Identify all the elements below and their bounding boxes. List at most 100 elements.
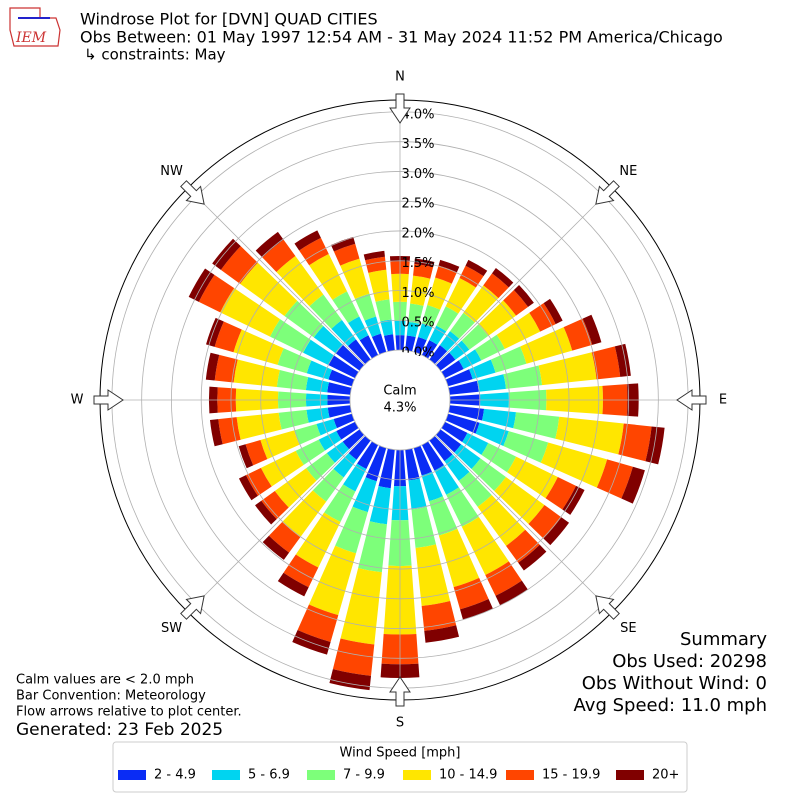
wind-bar	[435, 352, 456, 371]
summary-line: Obs Without Wind: 0	[582, 673, 767, 694]
wind-bar	[261, 490, 289, 520]
x-tick-label: E	[719, 393, 727, 408]
flow-arrow	[595, 180, 620, 205]
wind-bar	[459, 265, 484, 288]
wind-bar	[448, 405, 485, 421]
wind-bar	[421, 441, 444, 471]
y-tick-label: 2.0%	[401, 226, 434, 241]
wind-bar	[342, 429, 365, 450]
wind-bar	[439, 331, 460, 352]
wind-bar	[335, 345, 365, 371]
constraints: ↳ constraints: May	[84, 46, 226, 64]
wind-bar	[645, 426, 665, 465]
wind-bar	[418, 323, 433, 341]
wind-bar	[618, 423, 652, 462]
x-tick-label: W	[71, 393, 84, 408]
wind-bar	[283, 554, 319, 588]
calm-circle	[352, 352, 448, 448]
grid-spoke	[435, 435, 613, 613]
wind-bar	[327, 405, 352, 418]
wind-bar	[331, 320, 356, 347]
wind-bar	[454, 444, 481, 470]
legend-label: 15 - 19.9	[542, 768, 600, 783]
wind-bar	[540, 442, 608, 488]
wind-bar	[205, 352, 220, 381]
summary-line: Obs Used: 20298	[612, 651, 767, 672]
wind-bar	[429, 496, 458, 536]
wind-bar	[324, 484, 356, 522]
wind-bar	[435, 429, 462, 453]
wind-bar	[438, 259, 460, 273]
wind-bar	[240, 262, 298, 317]
wind-bar	[188, 268, 215, 302]
wind-bar	[214, 321, 242, 353]
wind-bar	[421, 340, 438, 359]
wind-bar	[371, 333, 387, 355]
wind-bar	[274, 468, 317, 508]
wind-bar	[445, 369, 473, 387]
grid-spoke	[187, 435, 365, 613]
flow-arrow	[389, 676, 411, 707]
legend-swatch	[616, 770, 644, 780]
wind-bar	[478, 300, 517, 336]
wind-bar	[476, 374, 506, 392]
wind-bar	[490, 346, 527, 373]
wind-bar	[309, 253, 348, 300]
wind-bar	[375, 299, 392, 322]
x-tick-label: NW	[160, 164, 183, 179]
wind-bar	[331, 236, 356, 252]
wind-bar	[411, 506, 437, 548]
wind-bar	[441, 421, 468, 442]
summary-line: Summary	[680, 629, 767, 650]
wind-bar	[348, 435, 371, 460]
calm-value: 4.3%	[383, 401, 416, 416]
y-tick-label: 2.5%	[401, 197, 434, 212]
legend-label: 2 - 4.9	[154, 768, 196, 783]
wind-bar	[453, 577, 489, 610]
wind-bar	[463, 285, 499, 323]
wind-bar	[449, 340, 470, 360]
wind-bar	[255, 500, 277, 525]
wind-bar	[413, 337, 427, 355]
legend-box	[112, 741, 688, 793]
wind-bar	[365, 445, 387, 482]
wind-bar	[413, 263, 434, 279]
wind-bar	[481, 443, 517, 473]
wind-bar	[408, 303, 424, 324]
wind-bar	[555, 416, 624, 455]
x-tick-label: S	[396, 716, 404, 731]
generated: Generated: 23 Feb 2025	[16, 720, 223, 740]
wind-bar	[260, 450, 304, 487]
wind-bar	[446, 487, 479, 527]
wind-bar	[406, 321, 420, 338]
plot-area: 0.0%0.5%1.0%1.5%2.0%2.5%3.0%3.5%4.0%NNEE…	[71, 70, 728, 731]
wind-bar	[582, 314, 602, 345]
note: Flow arrows relative to plot center.	[16, 705, 242, 720]
wind-bar	[429, 345, 448, 365]
wind-bar	[545, 476, 577, 510]
wind-bar	[458, 349, 482, 369]
wind-bar	[278, 409, 309, 430]
legend-swatch	[307, 770, 335, 780]
grid-spoke	[187, 187, 365, 365]
wind-bar	[329, 669, 372, 691]
wind-bar	[458, 471, 492, 507]
logo-outline	[9, 7, 61, 47]
summary-line: Avg Speed: 11.0 mph	[574, 695, 767, 716]
wind-bar	[335, 506, 368, 554]
wind-bar	[405, 335, 416, 352]
legend-swatch	[118, 770, 146, 780]
wind-bar	[277, 572, 309, 597]
wind-bar	[343, 463, 367, 492]
wind-bar	[328, 355, 359, 379]
wind-bar	[492, 268, 514, 288]
wind-bar	[528, 504, 562, 539]
wind-bar	[441, 360, 464, 379]
wind-bar	[475, 334, 505, 361]
wind-bar	[483, 273, 509, 299]
wind-bar	[450, 312, 475, 339]
flow-arrow	[676, 389, 707, 411]
wind-bar	[475, 422, 509, 446]
note: Calm values are < 2.0 mph	[16, 673, 194, 688]
